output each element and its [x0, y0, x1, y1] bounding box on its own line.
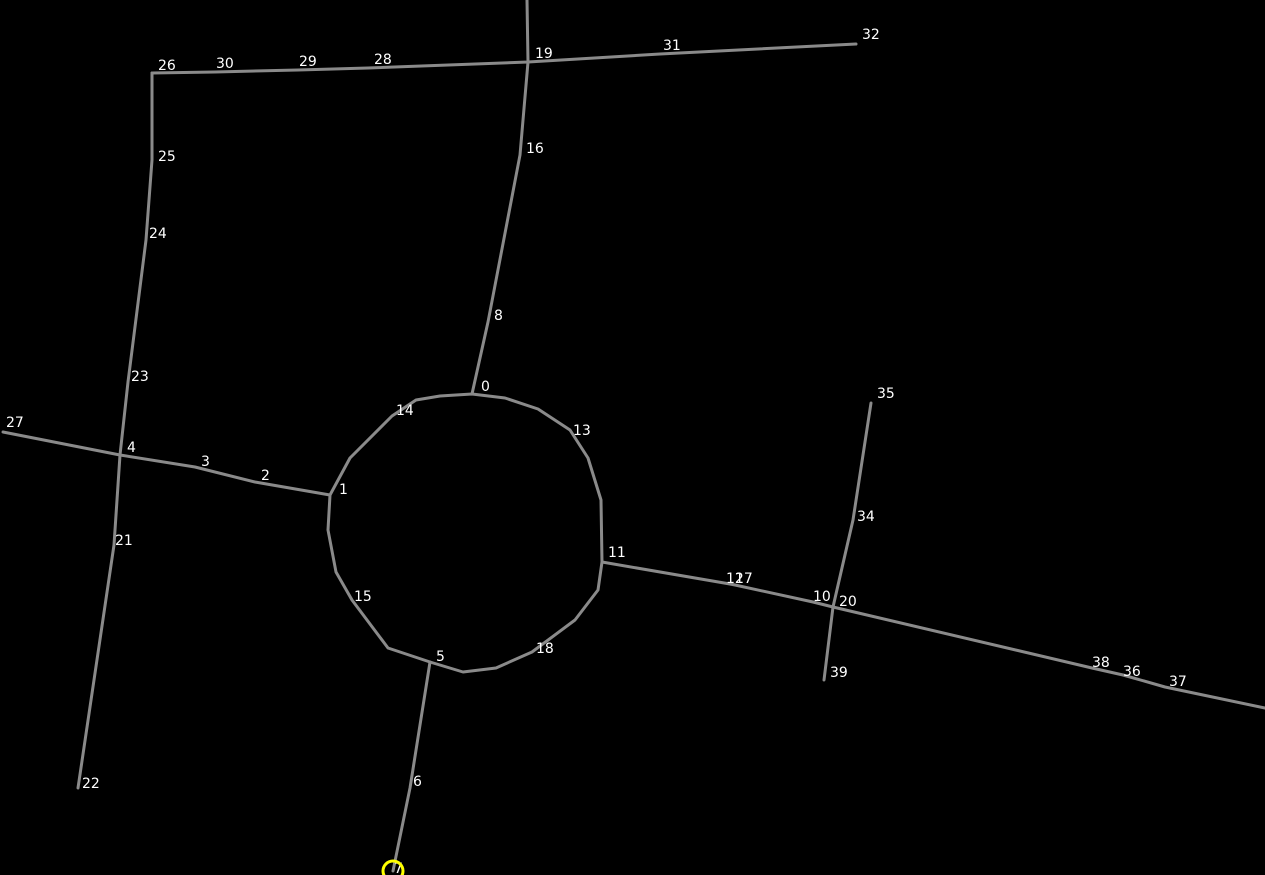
node-label-32[interactable]: 32: [862, 27, 880, 43]
node-label-22[interactable]: 22: [82, 776, 100, 792]
road-south[interactable]: [391, 660, 432, 873]
node-label-8[interactable]: 8: [494, 308, 503, 324]
selected-node-marker[interactable]: [381, 859, 405, 875]
node-label-3[interactable]: 3: [201, 454, 210, 470]
node-label-20[interactable]: 20: [839, 594, 857, 610]
node-label-4[interactable]: 4: [127, 440, 136, 456]
road-west-spur[interactable]: [1, 430, 332, 497]
node-label-36[interactable]: 36: [1123, 664, 1141, 680]
node-label-10[interactable]: 10: [813, 589, 831, 605]
node-label-23[interactable]: 23: [131, 369, 149, 385]
node-label-35[interactable]: 35: [877, 386, 895, 402]
node-label-0[interactable]: 0: [481, 379, 490, 395]
node-label-18[interactable]: 18: [536, 641, 554, 657]
node-label-12[interactable]: 12: [726, 571, 744, 587]
node-label-19[interactable]: 19: [535, 46, 553, 62]
node-label-25[interactable]: 25: [158, 149, 176, 165]
node-label-13[interactable]: 13: [573, 423, 591, 439]
road-top-horizontal[interactable]: [150, 42, 858, 75]
node-label-2[interactable]: 2: [261, 468, 270, 484]
node-label-39[interactable]: 39: [830, 665, 848, 681]
node-label-17[interactable]: 17: [735, 571, 753, 587]
node-label-24[interactable]: 24: [149, 226, 167, 242]
node-label-26[interactable]: 26: [158, 58, 176, 74]
node-label-28[interactable]: 28: [374, 52, 392, 68]
node-label-layer: 0123456781011121713141516181920212223242…: [6, 27, 1187, 875]
node-label-7[interactable]: 7: [394, 861, 403, 875]
node-label-27[interactable]: 27: [6, 415, 24, 431]
road-vertical-west[interactable]: [76, 71, 154, 790]
node-label-29[interactable]: 29: [299, 54, 317, 70]
node-label-1[interactable]: 1: [339, 482, 348, 498]
selection-marker-layer: [381, 859, 405, 875]
node-label-34[interactable]: 34: [857, 509, 875, 525]
node-label-37[interactable]: 37: [1169, 674, 1187, 690]
node-label-5[interactable]: 5: [436, 649, 445, 665]
node-label-6[interactable]: 6: [413, 774, 422, 790]
node-label-31[interactable]: 31: [663, 38, 681, 54]
node-label-16[interactable]: 16: [526, 141, 544, 157]
node-label-21[interactable]: 21: [115, 533, 133, 549]
node-label-30[interactable]: 30: [216, 56, 234, 72]
road-vertical-north[interactable]: [470, 0, 530, 396]
node-label-38[interactable]: 38: [1092, 655, 1110, 671]
road-roundabout[interactable]: [326, 392, 604, 674]
node-label-15[interactable]: 15: [354, 589, 372, 605]
road-east-cross[interactable]: [822, 401, 873, 682]
node-label-14[interactable]: 14: [396, 403, 414, 419]
node-label-11[interactable]: 11: [608, 545, 626, 561]
